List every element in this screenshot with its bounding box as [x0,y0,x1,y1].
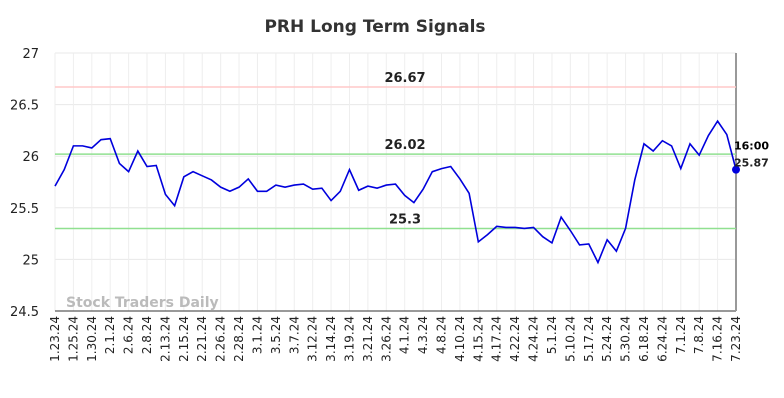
x-tick-label: 3.21.24 [361,316,375,362]
x-tick-label: 5.30.24 [619,316,633,362]
x-tick-label: 3.5.24 [269,316,283,354]
x-tick-label: 5.10.24 [563,316,577,362]
x-tick-label: 1.23.24 [48,316,62,362]
x-tick-label: 4.24.24 [527,316,541,362]
price-line [54,119,737,265]
last-value: 25.87 [734,157,769,170]
x-tick-label: 2.26.24 [214,316,228,362]
x-tick-label: 3.7.24 [287,316,301,354]
x-tick-label: 4.17.24 [490,316,504,362]
x-tick-label: 2.6.24 [122,316,136,354]
signal-label: 26.67 [384,71,425,86]
x-tick-label: 2.28.24 [232,316,246,362]
x-tick-label: 4.3.24 [416,316,430,354]
x-tick-label: 1.25.24 [66,316,80,362]
y-tick-label: 27 [22,47,39,62]
x-tick-label: 3.19.24 [342,316,356,362]
y-tick-label: 26 [22,150,39,165]
x-tick-label: 2.8.24 [140,316,154,354]
last-time: 16:00 [734,140,769,153]
x-tick-label: 7.23.24 [729,316,743,362]
signal-label: 26.02 [384,138,425,153]
x-tick-label: 7.1.24 [674,316,688,354]
x-tick-label: 3.12.24 [306,316,320,362]
last-point [732,165,740,174]
x-tick-label: 5.24.24 [600,316,614,362]
x-tick-label: 1.30.24 [85,316,99,362]
y-tick-label: 24.5 [10,305,39,320]
x-tick-label: 4.15.24 [471,316,485,362]
chart-title: PRH Long Term Signals [264,17,485,37]
x-tick-label: 7.8.24 [692,316,706,354]
x-tick-label: 3.1.24 [250,316,264,354]
x-tick-label: 6.18.24 [637,316,651,362]
y-tick-label: 25.5 [10,202,39,217]
x-tick-label: 6.24.24 [655,316,669,362]
x-tick-label: 5.1.24 [545,316,559,354]
watermark: Stock Traders Daily [66,295,219,311]
x-tick-label: 4.1.24 [398,316,412,354]
x-tick-label: 3.26.24 [379,316,393,362]
y-tick-label: 26.5 [10,99,39,114]
x-tick-label: 2.15.24 [177,316,191,362]
x-tick-label: 2.13.24 [158,316,172,362]
x-tick-label: 7.16.24 [711,316,725,362]
x-tick-label: 4.22.24 [508,316,522,362]
x-tick-label: 3.14.24 [324,316,338,362]
y-tick-label: 25 [22,253,39,268]
signal-label: 25.3 [389,212,421,227]
x-tick-label: 4.8.24 [435,316,449,354]
x-tick-label: 2.21.24 [195,316,209,362]
x-tick-label: 5.17.24 [582,316,596,362]
x-tick-label: 4.10.24 [453,316,467,362]
x-tick-label: 2.1.24 [103,316,117,354]
